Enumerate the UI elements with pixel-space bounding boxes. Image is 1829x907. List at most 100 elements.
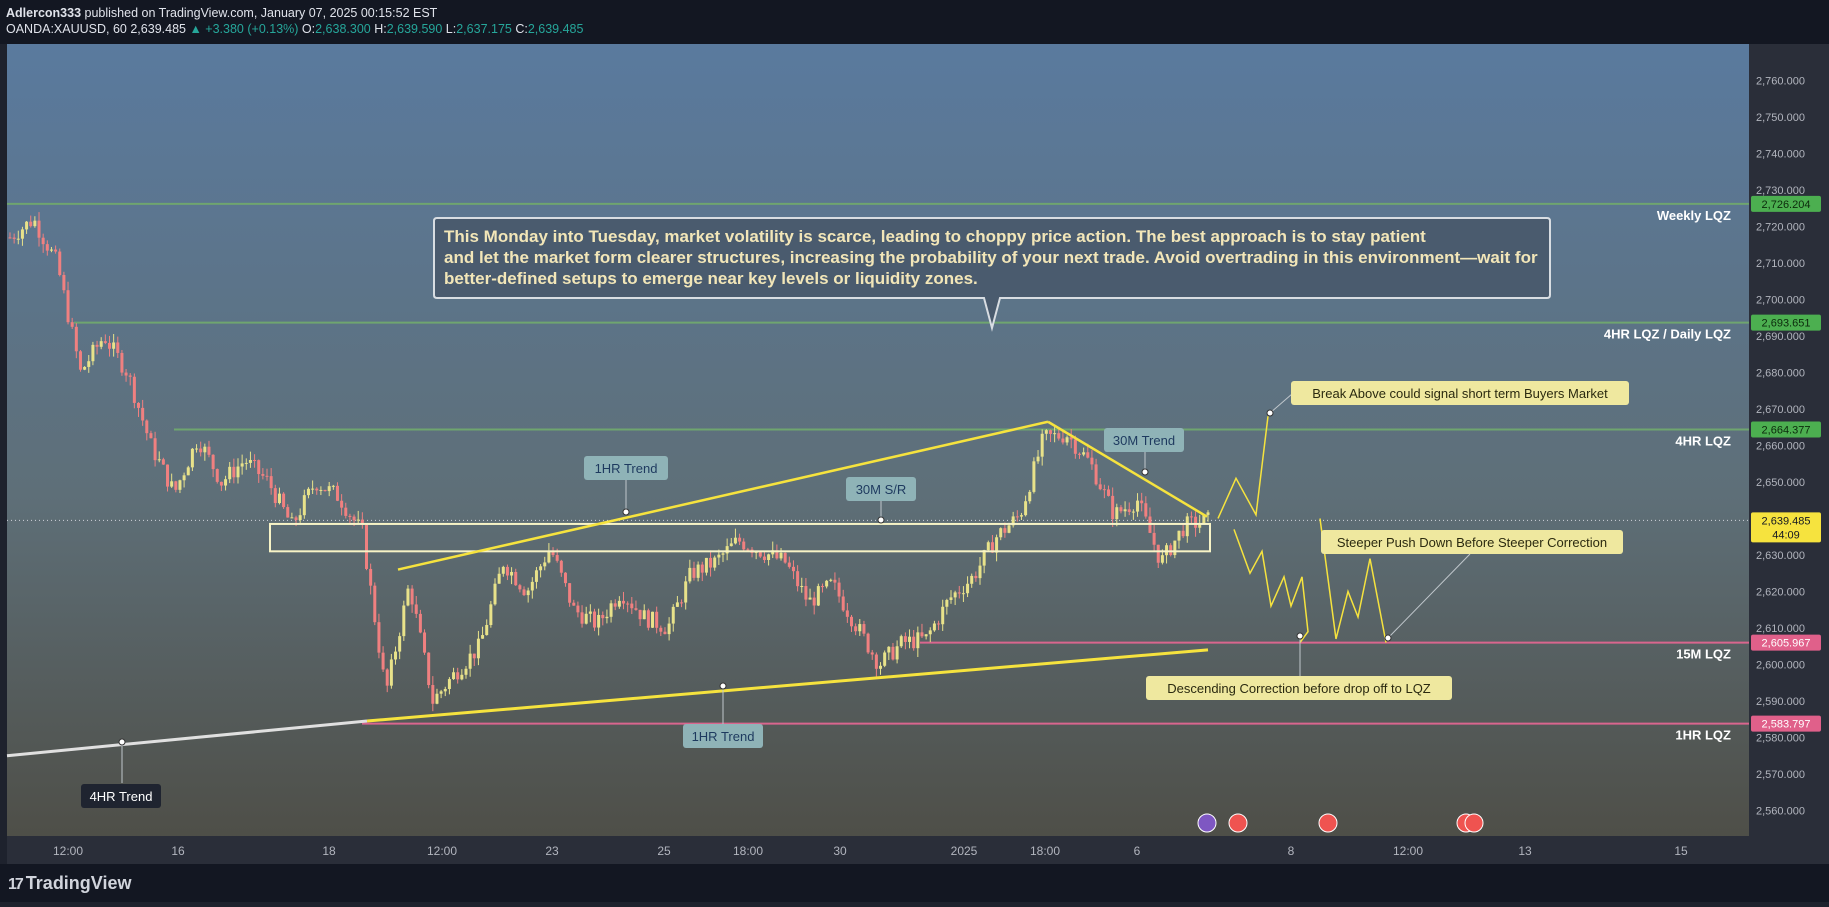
- candle-body[interactable]: [1111, 495, 1115, 520]
- candle-body[interactable]: [684, 581, 688, 603]
- candle-body[interactable]: [966, 583, 970, 594]
- candle-body[interactable]: [398, 636, 402, 652]
- candle-body[interactable]: [116, 342, 120, 353]
- candle-body[interactable]: [485, 624, 489, 636]
- candle-body[interactable]: [866, 633, 870, 653]
- candle-body[interactable]: [841, 596, 845, 611]
- candle-body[interactable]: [903, 636, 907, 642]
- label-30m-trend-box[interactable]: [1104, 428, 1184, 452]
- candle-body[interactable]: [974, 575, 978, 579]
- candle-body[interactable]: [186, 467, 190, 476]
- label-30m-sr-box[interactable]: [846, 477, 916, 501]
- candle-body[interactable]: [626, 603, 630, 605]
- candle-body[interactable]: [547, 550, 551, 563]
- candle-body[interactable]: [124, 372, 128, 376]
- candle-body[interactable]: [431, 685, 435, 704]
- candle-body[interactable]: [941, 606, 945, 625]
- candle-body[interactable]: [642, 610, 646, 620]
- candle-body[interactable]: [1061, 438, 1065, 443]
- candle-body[interactable]: [733, 537, 737, 544]
- candle-body[interactable]: [1181, 530, 1185, 537]
- candle-body[interactable]: [468, 653, 472, 669]
- label-1hr-trend-bottom-box[interactable]: [683, 724, 763, 748]
- candle-body[interactable]: [671, 606, 675, 624]
- candle-body[interactable]: [887, 646, 891, 653]
- candle-body[interactable]: [153, 438, 157, 461]
- candle-body[interactable]: [680, 602, 684, 604]
- candle-body[interactable]: [957, 592, 961, 594]
- candle-body[interactable]: [704, 557, 708, 573]
- dividend-event-icon[interactable]: [1197, 813, 1217, 833]
- candle-body[interactable]: [675, 602, 679, 607]
- candle-body[interactable]: [937, 623, 941, 625]
- candle-body[interactable]: [1152, 532, 1156, 545]
- candle-body[interactable]: [273, 488, 277, 504]
- candle-body[interactable]: [812, 597, 816, 606]
- candle-body[interactable]: [418, 613, 422, 633]
- candle-body[interactable]: [816, 586, 820, 606]
- candle-body[interactable]: [335, 485, 339, 501]
- candle-body[interactable]: [1140, 500, 1144, 504]
- candle-body[interactable]: [377, 622, 381, 653]
- time-axis[interactable]: [7, 836, 1749, 864]
- candle-body[interactable]: [232, 466, 236, 478]
- candle-body[interactable]: [829, 579, 833, 581]
- candle-body[interactable]: [928, 630, 932, 635]
- candle-body[interactable]: [791, 566, 795, 572]
- candle-body[interactable]: [725, 546, 729, 554]
- candle-body[interactable]: [1169, 545, 1173, 556]
- candle-body[interactable]: [762, 556, 766, 561]
- candle-body[interactable]: [1065, 437, 1069, 443]
- candle-body[interactable]: [899, 636, 903, 647]
- candle-body[interactable]: [302, 495, 306, 516]
- candle-body[interactable]: [460, 674, 464, 680]
- candle-body[interactable]: [1119, 507, 1123, 512]
- candle-body[interactable]: [576, 605, 580, 613]
- candle-body[interactable]: [924, 634, 928, 637]
- candle-body[interactable]: [883, 652, 887, 666]
- candle-body[interactable]: [1160, 555, 1164, 563]
- candle-body[interactable]: [825, 580, 829, 587]
- candle-body[interactable]: [381, 652, 385, 670]
- candle-body[interactable]: [572, 602, 576, 606]
- candle-body[interactable]: [651, 611, 655, 628]
- trend-line-lower[interactable]: [366, 648, 1209, 723]
- candle-body[interactable]: [294, 517, 298, 521]
- trend-line-upper[interactable]: [397, 420, 1049, 571]
- candle-body[interactable]: [510, 571, 514, 576]
- candle-body[interactable]: [464, 668, 468, 675]
- candle-body[interactable]: [253, 459, 257, 461]
- candle-body[interactable]: [1044, 430, 1048, 434]
- candle-body[interactable]: [1194, 516, 1198, 528]
- candle-body[interactable]: [986, 542, 990, 551]
- candle-body[interactable]: [452, 672, 456, 680]
- us-flag-event-icon[interactable]: [1318, 813, 1338, 833]
- candle-body[interactable]: [319, 489, 323, 491]
- candle-body[interactable]: [949, 597, 953, 600]
- candle-body[interactable]: [630, 603, 634, 609]
- candle-body[interactable]: [1069, 437, 1073, 440]
- label-descending-correction-box[interactable]: [1146, 676, 1452, 700]
- candle-body[interactable]: [891, 646, 895, 660]
- candle-body[interactable]: [634, 608, 638, 610]
- candle-body[interactable]: [796, 571, 800, 587]
- candle-body[interactable]: [427, 652, 431, 686]
- candle-body[interactable]: [240, 463, 244, 467]
- candle-body[interactable]: [808, 597, 812, 600]
- candle-body[interactable]: [1057, 433, 1061, 439]
- candle-body[interactable]: [83, 366, 87, 370]
- candle-body[interactable]: [555, 555, 559, 561]
- us-flag-event-icon[interactable]: [1464, 813, 1484, 833]
- candle-body[interactable]: [369, 568, 373, 586]
- candle-body[interactable]: [410, 588, 414, 605]
- candle-body[interactable]: [244, 462, 248, 464]
- publisher-name[interactable]: Adlercon333: [6, 6, 82, 20]
- candle-body[interactable]: [916, 632, 920, 649]
- candle-body[interactable]: [1011, 516, 1015, 526]
- candle-body[interactable]: [1107, 489, 1111, 496]
- us-flag-event-icon[interactable]: [1228, 813, 1248, 833]
- candle-body[interactable]: [215, 469, 219, 482]
- candle-body[interactable]: [107, 342, 111, 349]
- candle-body[interactable]: [912, 636, 916, 649]
